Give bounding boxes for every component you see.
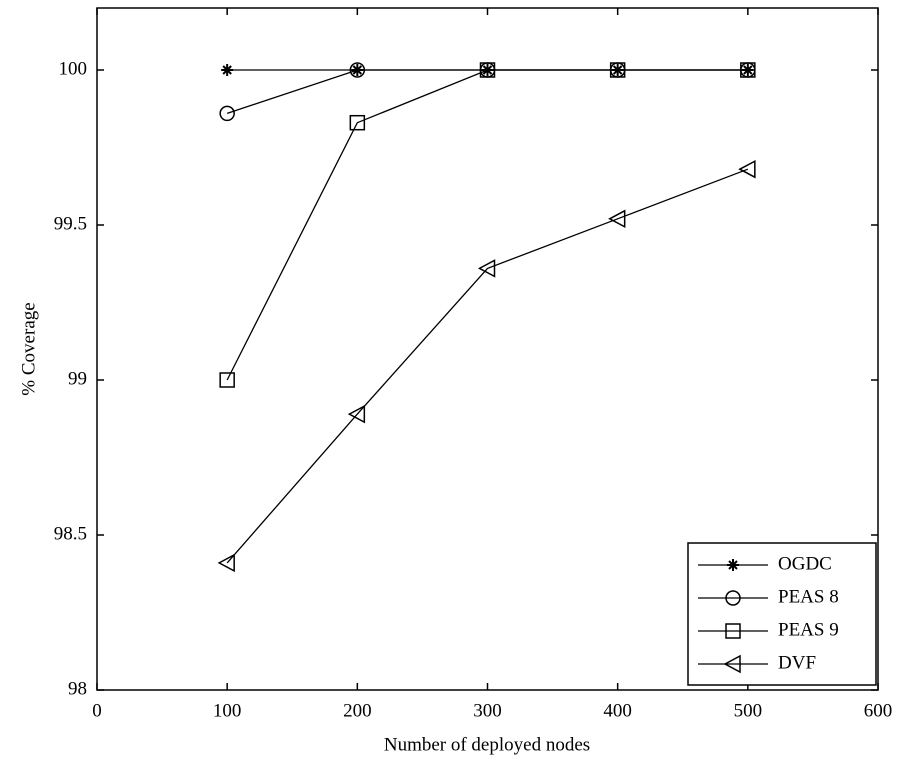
point (608, 209, 626, 229)
x-tick-label: 300 (473, 700, 502, 721)
x-tick-label: 400 (603, 700, 632, 721)
x-axis-label: Number of deployed nodes (384, 734, 590, 755)
point (477, 259, 496, 278)
point (219, 105, 235, 122)
series-line (226, 69, 748, 381)
point (221, 64, 234, 76)
legend-label: PEAS 8 (778, 586, 839, 607)
point (479, 62, 496, 78)
point (349, 114, 366, 131)
legend-marker (725, 623, 741, 639)
legend-marker (727, 559, 739, 571)
legend-marker (723, 654, 741, 674)
y-tick-label: 99 (68, 368, 87, 389)
y-axis-label: % Coverage (18, 302, 39, 395)
y-tick-label: 99.5 (54, 213, 87, 234)
legend-box (687, 542, 877, 686)
y-tick-label: 98 (68, 678, 87, 699)
point (349, 62, 366, 78)
legend-label: PEAS 9 (778, 619, 839, 640)
point (217, 553, 235, 573)
x-tick-label: 200 (343, 700, 372, 721)
x-tick-label: 100 (213, 700, 242, 721)
y-tick-label: 100 (59, 58, 88, 79)
x-tick-label: 0 (92, 700, 102, 721)
point (609, 62, 626, 78)
y-tick-label: 98.5 (54, 523, 87, 544)
legend-label: OGDC (778, 553, 832, 574)
point (347, 404, 366, 424)
point (738, 159, 756, 179)
point (219, 372, 235, 388)
legend-marker (725, 590, 741, 606)
point (740, 62, 756, 78)
series-line (226, 168, 749, 564)
legend-label: DVF (778, 652, 816, 673)
x-tick-label: 500 (734, 700, 763, 721)
x-tick-label: 600 (864, 700, 893, 721)
